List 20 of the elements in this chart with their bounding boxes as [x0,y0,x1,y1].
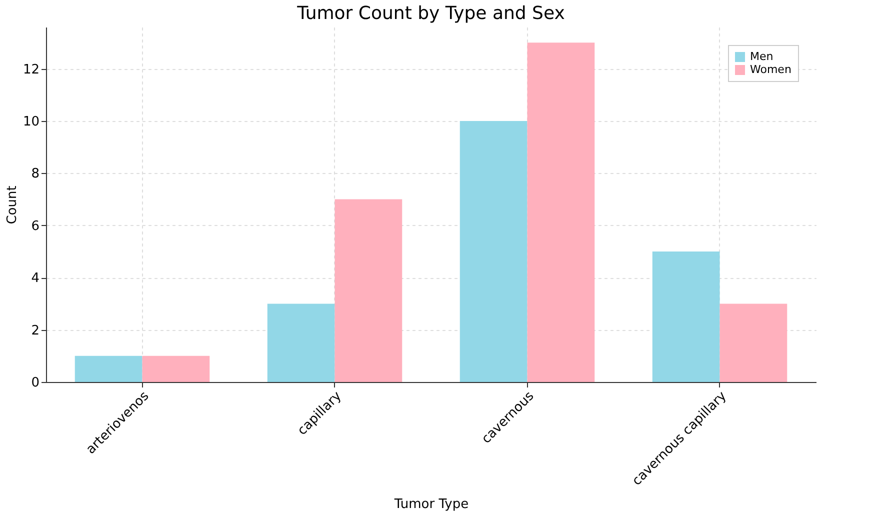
y-tick-label: 10 [22,114,40,130]
y-tick-label: 2 [31,323,40,338]
bar [460,120,528,382]
bar [527,42,595,382]
bar [334,199,402,382]
bar [74,356,142,382]
legend-label: Women [750,63,792,76]
bar [142,356,210,382]
y-tick-label: 4 [31,271,40,286]
legend-label: Men [750,50,774,63]
y-axis-title: Count [4,186,20,224]
y-tick-label: 0 [31,376,40,390]
y-tick-label: 8 [31,166,40,182]
bar [267,304,335,382]
chart-title: Tumor Count by Type and Sex [296,3,566,24]
bar [652,251,720,382]
x-axis-title: Tumor Type [393,497,469,512]
y-tick-label: 12 [22,62,40,78]
bar [720,304,788,382]
y-tick-label: 6 [31,218,40,234]
